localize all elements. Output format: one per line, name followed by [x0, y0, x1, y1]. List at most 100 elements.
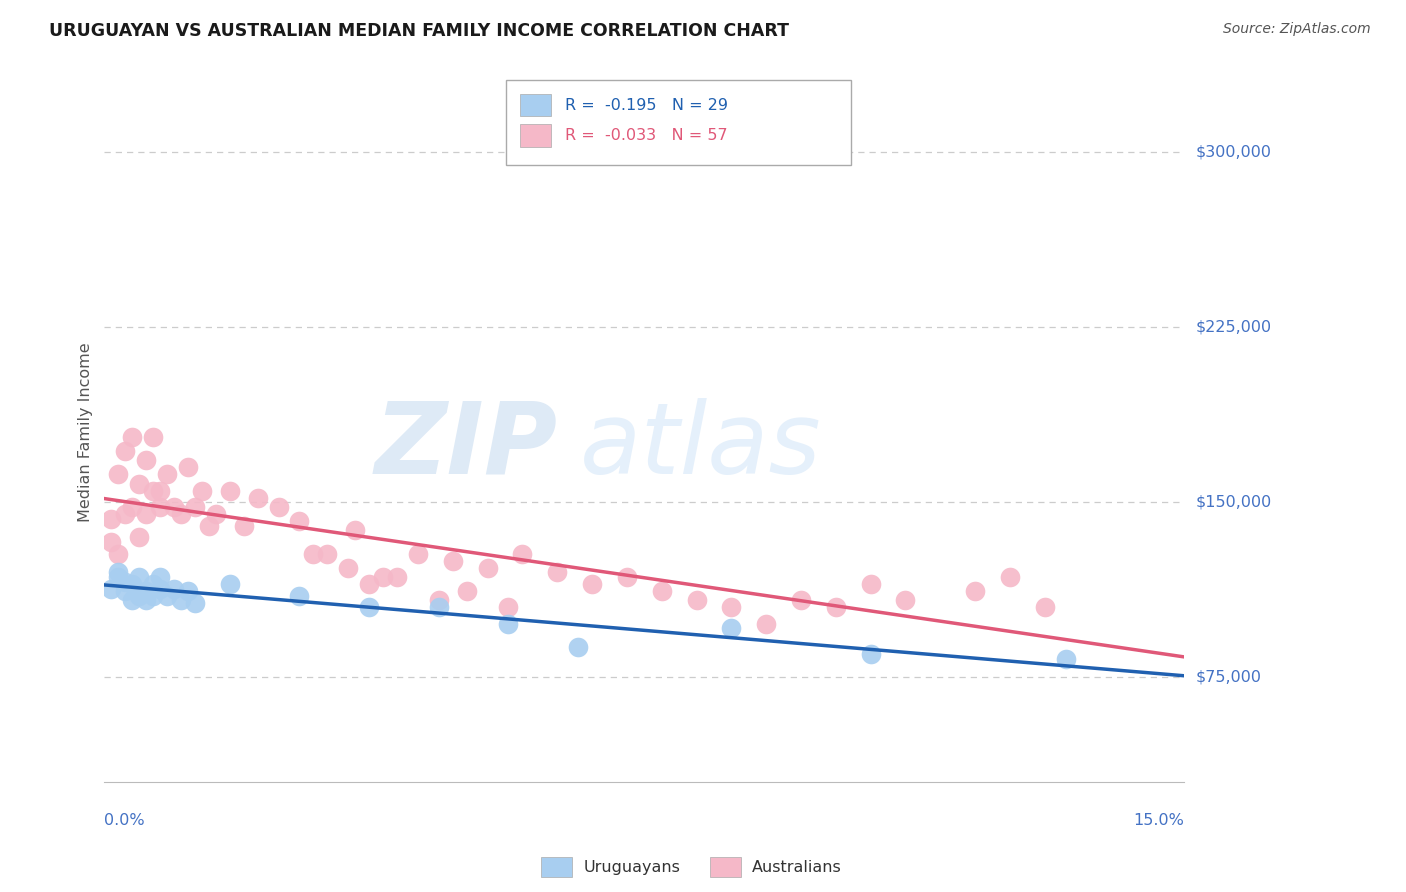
Point [198, 518, 221, 533]
Point [581, 577, 603, 591]
Text: Australians: Australians [752, 860, 842, 874]
Point [288, 514, 311, 528]
Point [135, 453, 157, 467]
Point [184, 500, 207, 514]
Point [288, 589, 311, 603]
Point [302, 547, 325, 561]
Text: ZIP: ZIP [375, 398, 558, 495]
Point [135, 507, 157, 521]
Text: 15.0%: 15.0% [1133, 813, 1184, 828]
Point [998, 570, 1021, 584]
Point [406, 547, 429, 561]
Point [107, 467, 129, 482]
Point [894, 593, 917, 607]
Point [685, 593, 707, 607]
Text: R =  -0.033   N = 57: R = -0.033 N = 57 [565, 128, 728, 143]
Point [371, 570, 394, 584]
Point [156, 467, 179, 482]
Point [100, 511, 122, 525]
Point [965, 583, 987, 598]
Text: $300,000: $300,000 [1195, 145, 1271, 160]
Point [498, 600, 520, 615]
Point [1054, 651, 1077, 665]
Point [128, 570, 150, 584]
Point [567, 640, 589, 654]
Point [385, 570, 408, 584]
Point [142, 430, 165, 444]
Point [359, 600, 381, 615]
Point [107, 547, 129, 561]
Text: $150,000: $150,000 [1195, 495, 1271, 509]
Point [512, 547, 534, 561]
Point [149, 582, 172, 596]
Point [359, 577, 381, 591]
Point [170, 593, 193, 607]
Point [142, 577, 165, 591]
Point [170, 507, 193, 521]
Point [128, 589, 150, 603]
Point [859, 577, 882, 591]
Point [477, 560, 499, 574]
Point [218, 483, 240, 498]
Point [546, 566, 568, 580]
Text: R =  -0.195   N = 29: R = -0.195 N = 29 [565, 98, 728, 112]
Point [498, 616, 520, 631]
Point [114, 574, 136, 589]
Point [100, 534, 122, 549]
Point [344, 523, 367, 537]
Y-axis label: Median Family Income: Median Family Income [79, 343, 93, 522]
Point [142, 589, 165, 603]
Point [135, 593, 157, 607]
Point [337, 560, 360, 574]
Point [191, 483, 214, 498]
Text: URUGUAYAN VS AUSTRALIAN MEDIAN FAMILY INCOME CORRELATION CHART: URUGUAYAN VS AUSTRALIAN MEDIAN FAMILY IN… [49, 22, 789, 40]
Point [859, 647, 882, 661]
Point [163, 582, 186, 596]
Point [128, 476, 150, 491]
Point [824, 600, 846, 615]
Point [267, 500, 290, 514]
Point [1033, 600, 1056, 615]
Text: 0.0%: 0.0% [104, 813, 145, 828]
Point [142, 483, 165, 498]
Text: Source: ZipAtlas.com: Source: ZipAtlas.com [1223, 22, 1371, 37]
Text: Uruguayans: Uruguayans [583, 860, 681, 874]
Point [441, 553, 464, 567]
Point [755, 616, 778, 631]
Point [156, 589, 179, 603]
Point [149, 483, 172, 498]
Point [121, 430, 143, 444]
Point [246, 491, 269, 505]
Point [427, 593, 450, 607]
Point [114, 443, 136, 458]
Text: $225,000: $225,000 [1195, 319, 1271, 334]
Point [205, 507, 228, 521]
Point [149, 500, 172, 514]
Point [114, 507, 136, 521]
Point [128, 530, 150, 544]
Point [121, 577, 143, 591]
Point [218, 577, 240, 591]
Point [149, 570, 172, 584]
Point [616, 570, 638, 584]
Text: $75,000: $75,000 [1195, 670, 1261, 685]
Point [177, 460, 200, 475]
Point [107, 566, 129, 580]
Point [184, 596, 207, 610]
Point [456, 583, 478, 598]
Point [163, 500, 186, 514]
Point [790, 593, 813, 607]
Point [177, 583, 200, 598]
Point [316, 547, 339, 561]
Point [121, 593, 143, 607]
Point [100, 582, 122, 596]
Point [114, 583, 136, 598]
Point [232, 518, 254, 533]
Point [427, 600, 450, 615]
Point [121, 500, 143, 514]
Text: atlas: atlas [579, 398, 821, 495]
Point [651, 583, 673, 598]
Point [135, 583, 157, 598]
Point [720, 600, 742, 615]
Point [107, 570, 129, 584]
